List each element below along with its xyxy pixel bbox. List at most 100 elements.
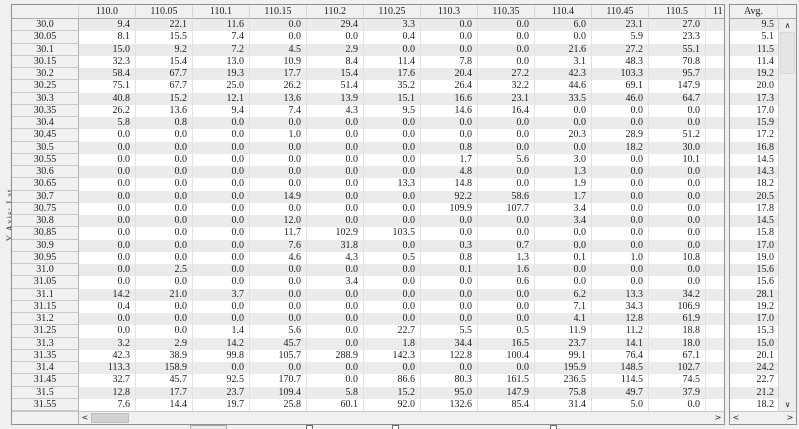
data-cell[interactable]: 3.3 [364,19,421,32]
data-cell[interactable]: 0.6 [478,276,535,289]
data-cell[interactable]: 0.0 [250,362,307,375]
data-cell[interactable]: 7.8 [421,55,478,68]
data-cell[interactable]: 0.4 [364,31,421,44]
data-cell[interactable]: 0.0 [421,117,478,130]
data-cell[interactable]: 10.9 [250,55,307,68]
partial-button[interactable] [190,425,227,429]
data-cell[interactable]: 0.0 [592,215,649,228]
data-cell[interactable]: 67.7 [136,80,193,93]
data-cell[interactable]: 31.8 [307,239,364,252]
data-cell[interactable]: 236.5 [535,374,592,387]
data-cell[interactable]: 15.4 [136,55,193,68]
data-cell[interactable]: 15.2 [136,92,193,105]
data-cell[interactable]: 5.0 [592,398,649,411]
data-cell[interactable]: 0.0 [649,264,706,277]
data-cell[interactable]: 15.2 [364,386,421,399]
data-cell[interactable]: 103.3 [592,68,649,81]
data-cell[interactable]: 11.9 [535,325,592,338]
data-cell[interactable]: 16.6 [421,92,478,105]
data-cell[interactable]: 58.4 [79,68,136,81]
data-cell[interactable]: 0.0 [364,166,421,179]
data-cell[interactable]: 31.4 [535,398,592,411]
data-cell[interactable]: 74.5 [649,374,706,387]
data-cell[interactable]: 19.3 [193,68,250,81]
data-cell[interactable]: 13.9 [307,92,364,105]
data-cell[interactable]: 12.8 [79,386,136,399]
data-cell[interactable]: 0.0 [79,313,136,326]
data-cell[interactable]: 0.0 [136,300,193,313]
horizontal-scrollbar[interactable]: < > [79,411,724,424]
data-cell[interactable]: 0.0 [136,251,193,264]
data-cell[interactable]: 75.8 [535,386,592,399]
data-cell[interactable]: 45.7 [136,374,193,387]
data-cell[interactable]: 11.6 [193,19,250,32]
data-cell[interactable]: 3.7 [193,288,250,301]
data-cell[interactable]: 0.0 [193,215,250,228]
data-cell[interactable]: 0.0 [307,153,364,166]
avg-cell[interactable]: 28.1 [730,288,778,301]
data-cell[interactable]: 6.2 [535,288,592,301]
data-cell[interactable]: 0.0 [592,276,649,289]
data-cell[interactable]: 0.0 [478,43,535,56]
data-cell[interactable]: 9.5 [364,104,421,117]
data-cell[interactable]: 3.4 [535,202,592,215]
data-cell[interactable]: 0.0 [79,202,136,215]
data-cell[interactable]: 0.0 [193,129,250,142]
data-cell[interactable]: 0.0 [364,43,421,56]
data-cell[interactable]: 2.9 [307,43,364,56]
data-cell[interactable]: 20.3 [535,129,592,142]
data-cell[interactable]: 0.0 [364,239,421,252]
data-cell[interactable]: 0.0 [592,166,649,179]
data-cell[interactable]: 0.0 [421,19,478,32]
vertical-scrollbar-thumb[interactable] [780,32,795,74]
data-cell[interactable]: 132.6 [421,398,478,411]
data-cell[interactable]: 0.0 [535,31,592,44]
data-cell[interactable]: 14.4 [136,398,193,411]
data-cell[interactable]: 16.5 [478,337,535,350]
data-cell[interactable]: 70.8 [649,55,706,68]
data-cell[interactable]: 34.4 [421,337,478,350]
data-cell[interactable]: 0.0 [535,276,592,289]
data-cell[interactable]: 15.1 [364,92,421,105]
data-cell[interactable]: 9.4 [193,104,250,117]
data-cell[interactable]: 18.8 [649,325,706,338]
data-cell[interactable]: 0.0 [421,43,478,56]
data-cell[interactable]: 0.0 [307,288,364,301]
avg-cell[interactable]: 14.5 [730,153,778,166]
avg-cell[interactable]: 5.1 [730,31,778,44]
data-cell[interactable]: 27.2 [592,43,649,56]
data-cell[interactable]: 8.4 [307,55,364,68]
data-cell[interactable]: 0.0 [193,178,250,191]
data-cell[interactable]: 0.0 [364,215,421,228]
data-cell[interactable]: 147.9 [478,386,535,399]
data-cell[interactable]: 2.5 [136,264,193,277]
data-cell[interactable]: 11.2 [592,325,649,338]
data-cell[interactable]: 7.2 [193,43,250,56]
data-cell[interactable]: 0.0 [193,239,250,252]
data-cell[interactable]: 1.0 [592,251,649,264]
data-cell[interactable]: 9.4 [79,19,136,32]
data-cell[interactable]: 92.2 [421,190,478,203]
data-cell[interactable]: 0.0 [136,190,193,203]
data-cell[interactable]: 0.0 [478,178,535,191]
data-cell[interactable]: 0.0 [307,190,364,203]
data-cell[interactable]: 92.5 [193,374,250,387]
data-cell[interactable]: 0.0 [307,202,364,215]
data-cell[interactable]: 0.0 [421,362,478,375]
data-cell[interactable]: 2.9 [136,337,193,350]
data-cell[interactable]: 67.1 [649,349,706,362]
data-cell[interactable]: 0.5 [364,251,421,264]
data-cell[interactable]: 161.5 [478,374,535,387]
data-cell[interactable]: 0.0 [193,264,250,277]
data-cell[interactable]: 0.0 [250,31,307,44]
data-cell[interactable]: 0.0 [307,264,364,277]
vertical-scrollbar[interactable]: ∧ ∨ [778,19,796,411]
data-cell[interactable]: 27.2 [478,68,535,81]
data-cell[interactable]: 0.3 [421,239,478,252]
data-cell[interactable]: 5.9 [592,31,649,44]
data-cell[interactable]: 46.0 [592,92,649,105]
data-cell[interactable]: 0.0 [364,190,421,203]
data-cell[interactable]: 12.1 [193,92,250,105]
data-cell[interactable]: 0.0 [79,190,136,203]
data-cell[interactable]: 0.0 [250,141,307,154]
